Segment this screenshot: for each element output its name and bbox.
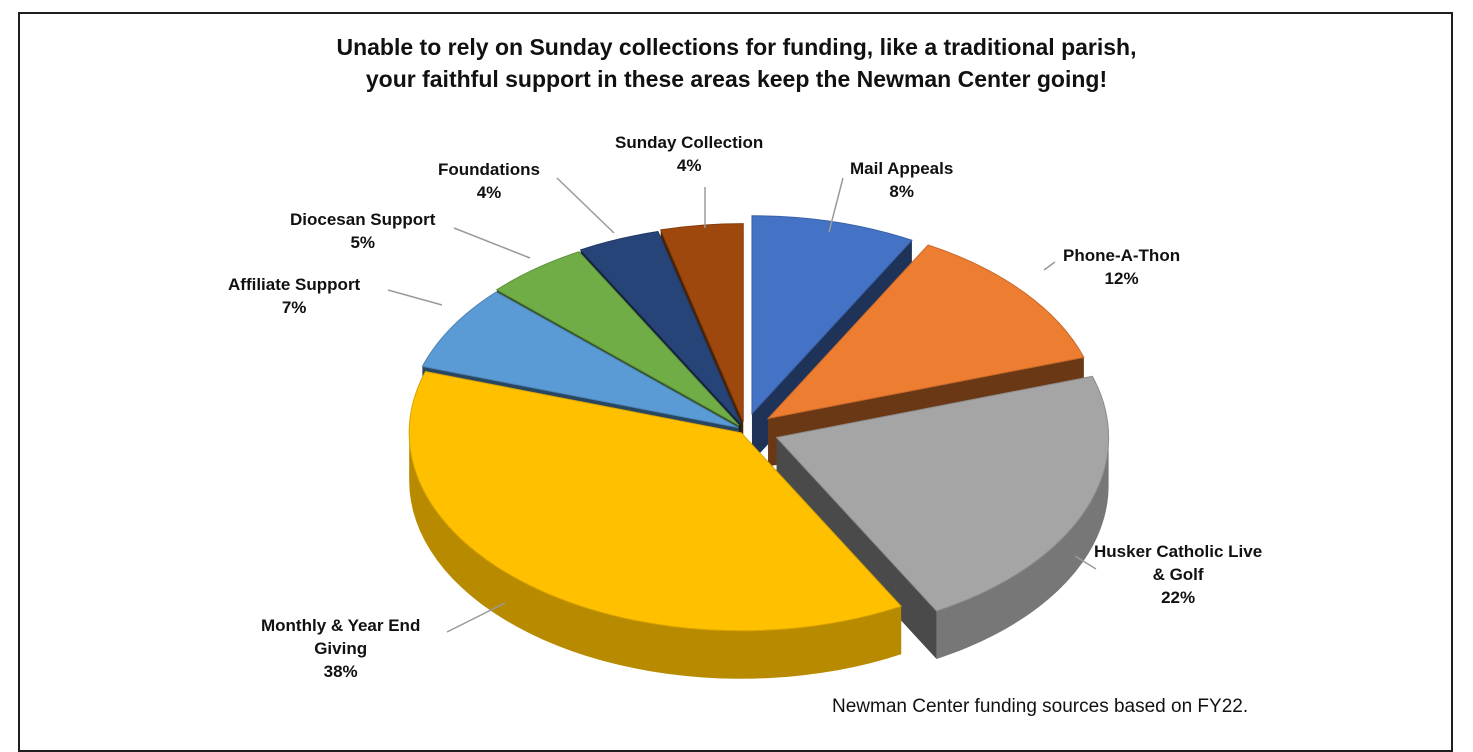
leader-line bbox=[828, 177, 844, 233]
slice-percent: 8% bbox=[889, 182, 914, 201]
slice-rim bbox=[409, 432, 902, 679]
chart-footnote: Newman Center funding sources based on F… bbox=[832, 696, 1249, 717]
slice-name: Mail Appeals bbox=[850, 159, 954, 178]
pie-slice bbox=[766, 244, 1085, 420]
leader-lines bbox=[387, 177, 1097, 633]
slice-percent: 7% bbox=[281, 298, 307, 317]
slice-label-sunday-collection: Sunday Collection 4% bbox=[615, 131, 763, 177]
slice-name: Affiliate Support bbox=[228, 275, 361, 294]
leader-line bbox=[1074, 555, 1097, 570]
pie-slice bbox=[775, 375, 1110, 612]
slice-name: Diocesan Support bbox=[290, 210, 436, 229]
slice-label-foundations: Foundations 4% bbox=[438, 158, 540, 204]
slice-label-phone-a-thon: Phone-A-Thon 12% bbox=[1063, 244, 1180, 290]
leader-line bbox=[556, 177, 615, 234]
slice-rim bbox=[936, 437, 1109, 660]
slice-label-monthly-giving: Monthly & Year End Giving 38% bbox=[261, 614, 420, 683]
slice-percent: 5% bbox=[350, 233, 376, 252]
pie-tops bbox=[408, 215, 1110, 632]
pie-slice bbox=[579, 230, 742, 424]
pie-chart bbox=[387, 177, 1110, 679]
slice-name: Husker Catholic Live bbox=[1094, 542, 1263, 561]
leader-line bbox=[446, 602, 506, 633]
slice-percent: 4% bbox=[476, 183, 502, 202]
pie-slice bbox=[659, 223, 744, 422]
slice-name: Phone-A-Thon bbox=[1063, 246, 1181, 265]
leader-line bbox=[1043, 261, 1056, 271]
slice-percent: 22% bbox=[1161, 588, 1196, 607]
pie-slice bbox=[751, 215, 913, 416]
slice-percent: 12% bbox=[1104, 269, 1139, 288]
slice-name: Giving bbox=[314, 639, 368, 658]
chart-title-line-2: your faithful support in these areas kee… bbox=[365, 66, 1108, 92]
slice-name: & Golf bbox=[1152, 565, 1204, 584]
slice-label-diocesan-support: Diocesan Support 5% bbox=[290, 208, 435, 254]
slice-name: Sunday Collection bbox=[615, 133, 764, 152]
leader-line bbox=[453, 227, 531, 259]
pie-slice bbox=[421, 291, 739, 429]
slice-label-mail-appeals: Mail Appeals 8% bbox=[850, 157, 953, 203]
pie-slice bbox=[495, 251, 740, 426]
slice-name: Monthly & Year End bbox=[261, 616, 421, 635]
slice-percent: 4% bbox=[676, 156, 702, 175]
pie-slice bbox=[408, 371, 903, 632]
slice-label-husker-catholic: Husker Catholic Live & Golf 22% bbox=[1094, 540, 1262, 609]
slice-percent: 38% bbox=[323, 662, 358, 681]
leader-line bbox=[387, 289, 443, 306]
chart-title-line-1: Unable to rely on Sunday collections for… bbox=[336, 34, 1137, 60]
slice-name: Foundations bbox=[438, 160, 540, 179]
slice-label-affiliate-support: Affiliate Support 7% bbox=[228, 273, 360, 319]
